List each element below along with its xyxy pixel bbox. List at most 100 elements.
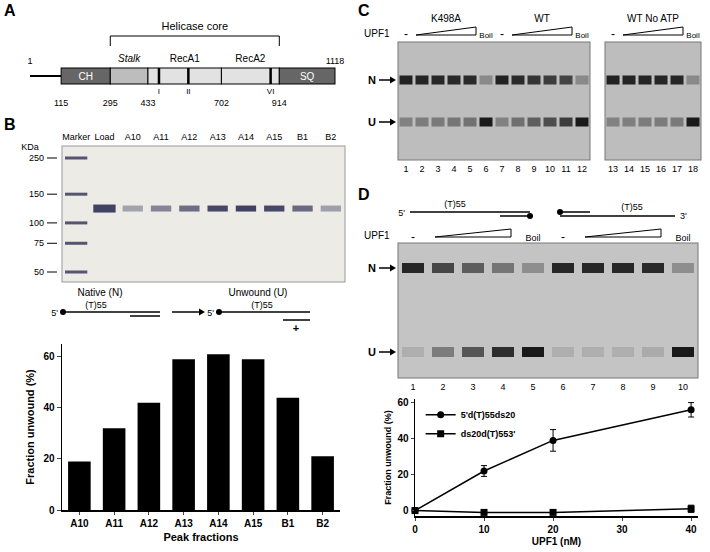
svg-text:A12: A12 bbox=[181, 132, 197, 142]
svg-text:-: - bbox=[611, 27, 615, 41]
svg-text:A12: A12 bbox=[140, 518, 159, 529]
svg-text:Boil: Boil bbox=[686, 31, 700, 40]
svg-text:20: 20 bbox=[397, 469, 409, 480]
svg-text:5: 5 bbox=[467, 164, 472, 174]
svg-text:40: 40 bbox=[686, 524, 698, 535]
svg-text:914: 914 bbox=[272, 98, 287, 108]
svg-text:-: - bbox=[411, 230, 415, 244]
svg-text:10: 10 bbox=[678, 382, 688, 392]
svg-text:1: 1 bbox=[27, 56, 32, 66]
svg-text:14: 14 bbox=[624, 164, 634, 174]
svg-text:+: + bbox=[293, 322, 299, 334]
svg-text:Boil: Boil bbox=[675, 233, 690, 243]
svg-text:A11: A11 bbox=[105, 518, 123, 529]
svg-text:ds20d(T)553': ds20d(T)553' bbox=[461, 429, 516, 439]
svg-text:B1: B1 bbox=[281, 518, 294, 529]
svg-text:Fraction unwound (%): Fraction unwound (%) bbox=[24, 369, 36, 485]
svg-text:7: 7 bbox=[499, 164, 504, 174]
svg-text:Peak fractions: Peak fractions bbox=[163, 531, 238, 543]
svg-text:3: 3 bbox=[435, 164, 440, 174]
svg-text:50: 50 bbox=[34, 267, 44, 277]
svg-text:0: 0 bbox=[412, 524, 418, 535]
svg-text:A13: A13 bbox=[174, 518, 193, 529]
svg-text:Boil: Boil bbox=[525, 233, 540, 243]
svg-text:Marker: Marker bbox=[62, 132, 90, 142]
svg-text:1: 1 bbox=[403, 164, 408, 174]
svg-text:Native (N): Native (N) bbox=[77, 287, 122, 298]
svg-text:WT: WT bbox=[534, 13, 550, 24]
svg-text:3': 3' bbox=[680, 211, 687, 221]
svg-text:7: 7 bbox=[590, 382, 595, 392]
svg-text:Helicase core: Helicase core bbox=[161, 20, 228, 32]
svg-text:5'd(T)55ds20: 5'd(T)55ds20 bbox=[461, 410, 516, 420]
svg-text:D: D bbox=[358, 186, 370, 203]
svg-text:295: 295 bbox=[103, 98, 118, 108]
svg-text:2: 2 bbox=[440, 382, 445, 392]
svg-text:A14: A14 bbox=[238, 132, 254, 142]
svg-text:II: II bbox=[186, 87, 190, 96]
svg-text:U: U bbox=[368, 346, 376, 358]
svg-text:Boil: Boil bbox=[575, 31, 589, 40]
svg-text:Load: Load bbox=[94, 132, 114, 142]
svg-text:13: 13 bbox=[608, 164, 618, 174]
svg-text:A10: A10 bbox=[125, 132, 141, 142]
svg-text:A: A bbox=[4, 2, 16, 19]
svg-text:K498A: K498A bbox=[431, 13, 461, 24]
svg-text:VI: VI bbox=[267, 87, 275, 96]
svg-text:B: B bbox=[4, 116, 16, 133]
svg-text:(T)55: (T)55 bbox=[85, 300, 107, 310]
svg-text:5': 5' bbox=[398, 208, 405, 218]
svg-text:115: 115 bbox=[54, 98, 68, 108]
svg-text:4: 4 bbox=[451, 164, 456, 174]
svg-text:10: 10 bbox=[478, 524, 490, 535]
svg-text:-: - bbox=[561, 230, 565, 244]
svg-text:C: C bbox=[358, 2, 370, 19]
svg-text:B1: B1 bbox=[297, 132, 308, 142]
svg-text:B2: B2 bbox=[325, 132, 336, 142]
svg-text:CH: CH bbox=[78, 71, 92, 82]
svg-text:11: 11 bbox=[561, 164, 570, 174]
svg-text:A14: A14 bbox=[209, 518, 228, 529]
svg-text:RecA1: RecA1 bbox=[170, 53, 200, 64]
svg-text:30: 30 bbox=[617, 524, 629, 535]
svg-text:A13: A13 bbox=[210, 132, 226, 142]
svg-text:8: 8 bbox=[620, 382, 625, 392]
svg-text:10: 10 bbox=[545, 164, 555, 174]
svg-text:A15: A15 bbox=[244, 518, 263, 529]
svg-text:6: 6 bbox=[560, 382, 565, 392]
svg-text:-: - bbox=[404, 27, 408, 41]
svg-text:B2: B2 bbox=[316, 518, 329, 529]
svg-text:5': 5' bbox=[51, 308, 58, 318]
svg-text:3: 3 bbox=[470, 382, 475, 392]
svg-text:100: 100 bbox=[29, 218, 44, 228]
svg-text:Unwound (U): Unwound (U) bbox=[229, 287, 288, 298]
svg-text:N: N bbox=[368, 262, 376, 274]
svg-text:1118: 1118 bbox=[326, 56, 345, 66]
svg-text:UPF1: UPF1 bbox=[364, 28, 390, 39]
svg-text:5': 5' bbox=[207, 308, 214, 318]
svg-text:0: 0 bbox=[403, 505, 409, 516]
svg-text:16: 16 bbox=[656, 164, 666, 174]
svg-text:N: N bbox=[368, 74, 376, 86]
svg-text:Fraction unwound (%): Fraction unwound (%) bbox=[383, 410, 393, 505]
svg-text:12: 12 bbox=[577, 164, 587, 174]
svg-text:15: 15 bbox=[640, 164, 650, 174]
svg-text:1: 1 bbox=[410, 382, 415, 392]
svg-text:150: 150 bbox=[29, 189, 44, 199]
svg-text:40: 40 bbox=[43, 402, 55, 413]
svg-text:60: 60 bbox=[397, 397, 409, 408]
svg-text:(T)55: (T)55 bbox=[621, 202, 643, 212]
svg-text:6: 6 bbox=[483, 164, 488, 174]
svg-text:UPF1: UPF1 bbox=[364, 230, 390, 241]
svg-text:Boil: Boil bbox=[479, 31, 493, 40]
svg-text:A11: A11 bbox=[153, 132, 168, 142]
svg-text:20: 20 bbox=[43, 453, 55, 464]
svg-text:(T)55: (T)55 bbox=[444, 199, 466, 209]
svg-text:WT No ATP: WT No ATP bbox=[627, 13, 679, 24]
svg-text:U: U bbox=[368, 116, 376, 128]
svg-text:9: 9 bbox=[531, 164, 536, 174]
svg-text:(T)55: (T)55 bbox=[251, 300, 273, 310]
svg-text:17: 17 bbox=[672, 164, 682, 174]
svg-text:250: 250 bbox=[29, 153, 44, 163]
svg-text:RecA2: RecA2 bbox=[235, 53, 265, 64]
